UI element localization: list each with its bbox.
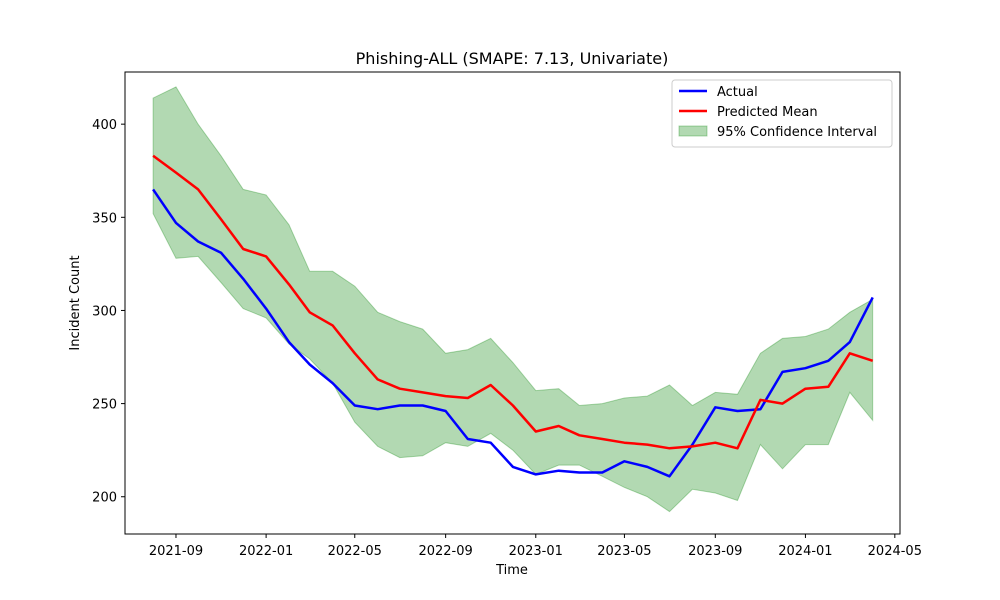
chart-title: Phishing-ALL (SMAPE: 7.13, Univariate) bbox=[356, 49, 669, 68]
y-tick-label: 400 bbox=[92, 118, 117, 133]
x-tick-label: 2023-05 bbox=[597, 544, 651, 559]
predicted-mean-series-line bbox=[152, 154, 874, 450]
x-tick-label: 2024-01 bbox=[778, 544, 832, 559]
actual-series-line bbox=[152, 188, 874, 478]
legend: Actual Predicted Mean 95% Confidence Int… bbox=[671, 79, 893, 148]
x-tick-label: 2022-05 bbox=[328, 544, 382, 559]
x-tick-label: 2022-01 bbox=[239, 544, 293, 559]
x-axis-label: Time bbox=[495, 563, 528, 578]
y-axis-label: Incident Count bbox=[68, 255, 83, 350]
y-axis: 200 250 300 350 400 bbox=[92, 118, 125, 506]
legend-frame bbox=[671, 79, 893, 148]
x-axis: 2021-09 2022-01 2022-05 2022-09 2023-01 2023-… bbox=[149, 534, 922, 559]
x-tick-label: 2023-01 bbox=[509, 544, 563, 559]
y-tick-label: 350 bbox=[92, 211, 117, 226]
legend-label-predicted-mean: Predicted Mean bbox=[717, 105, 818, 120]
x-tick-label: 2022-09 bbox=[418, 544, 472, 559]
legend-swatch-confidence-interval bbox=[678, 125, 708, 137]
legend-label-confidence-interval: 95% Confidence Interval bbox=[717, 125, 877, 140]
legend-label-actual: Actual bbox=[717, 85, 758, 100]
x-tick-label: 2023-09 bbox=[688, 544, 742, 559]
confidence-interval-band bbox=[152, 86, 874, 513]
y-tick-label: 250 bbox=[92, 398, 117, 413]
x-tick-label: 2021-09 bbox=[149, 544, 203, 559]
plot-area bbox=[152, 86, 874, 513]
y-tick-label: 200 bbox=[92, 491, 117, 506]
y-tick-label: 300 bbox=[92, 304, 117, 319]
plot-frame bbox=[124, 71, 901, 535]
x-tick-label: 2024-05 bbox=[868, 544, 922, 559]
